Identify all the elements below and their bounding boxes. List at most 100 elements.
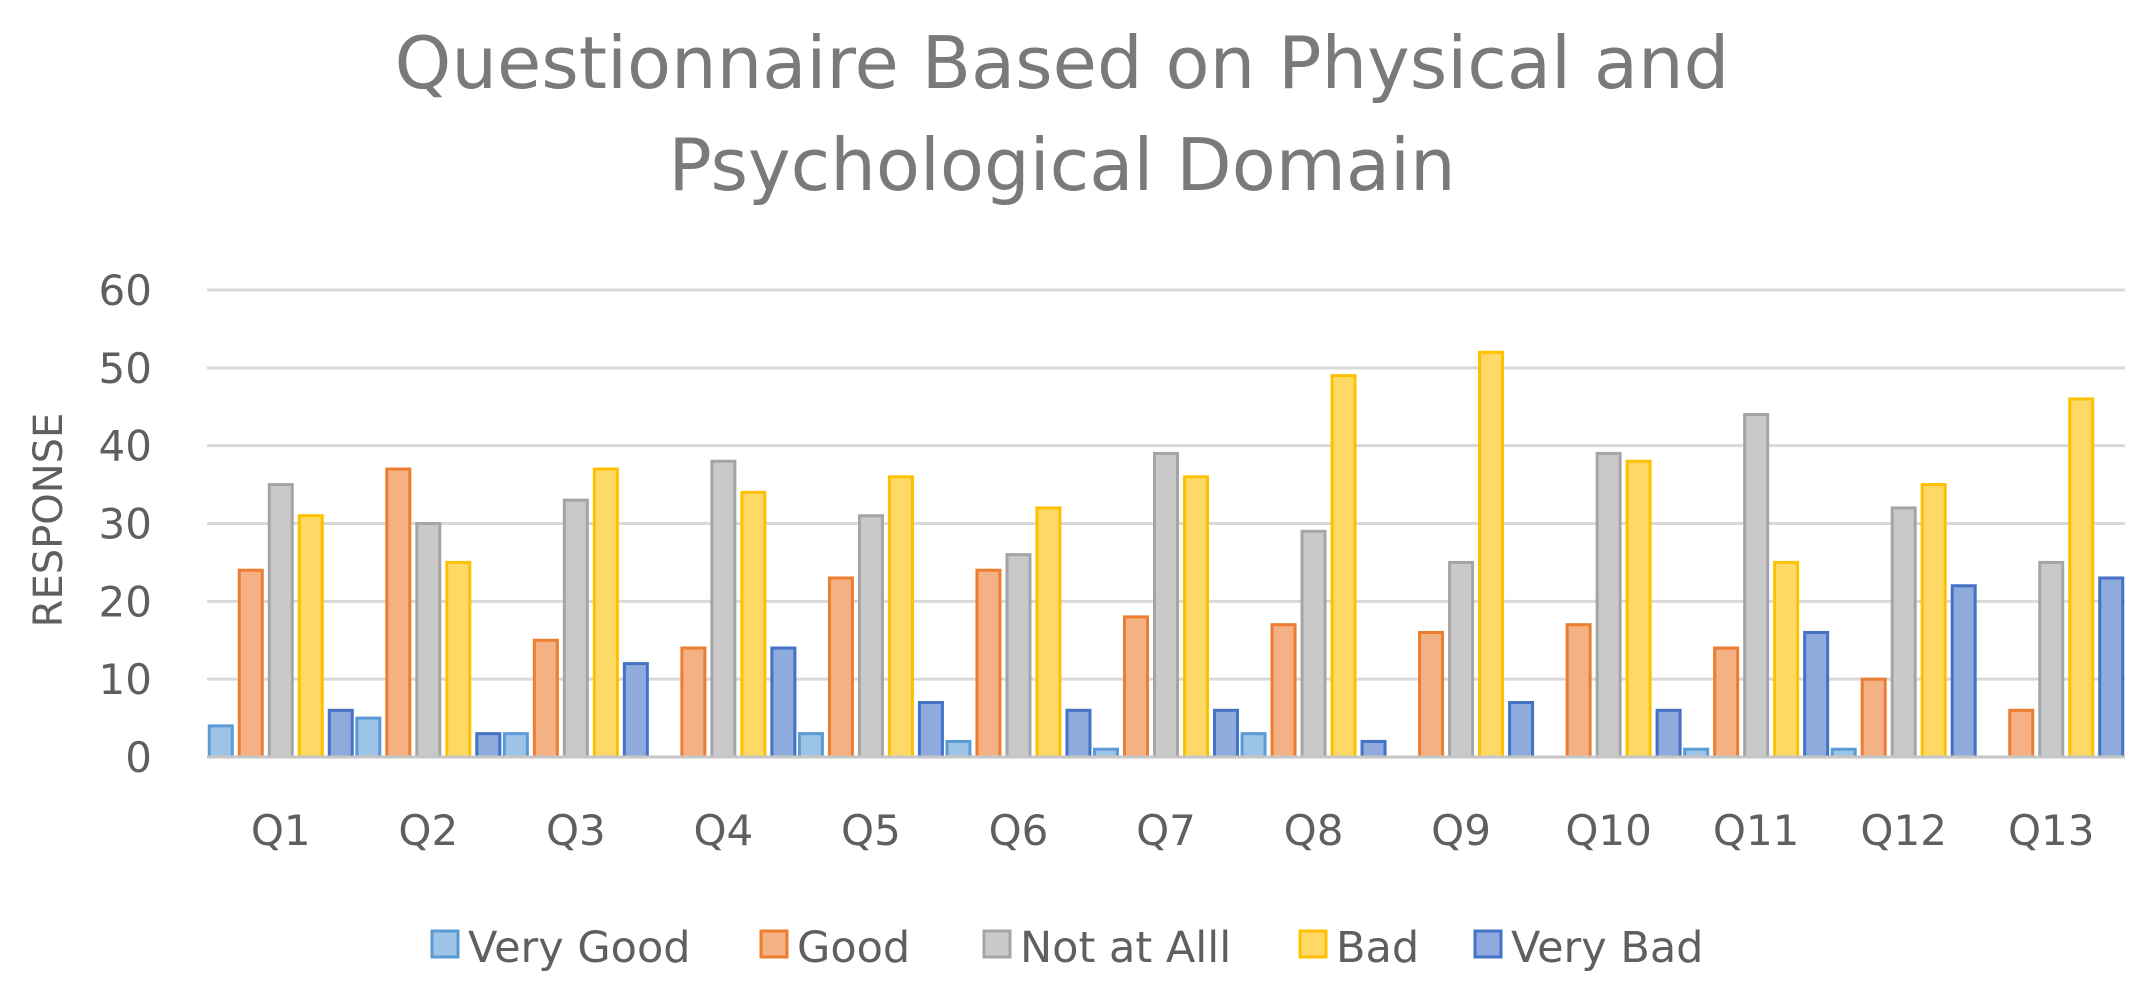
- y-tick-label: 10: [99, 655, 152, 704]
- bar-q11-bad: [1773, 560, 1800, 759]
- bar-q5-very-good: [797, 732, 824, 759]
- bar-q1-not-at-alll: [267, 483, 294, 759]
- bar-q5-good: [827, 576, 854, 759]
- bar-q1-very-bad: [327, 708, 354, 759]
- legend-swatch: [759, 929, 789, 959]
- bar-q3-bad: [592, 467, 619, 759]
- bar-q13-bad: [2068, 397, 2095, 759]
- bar-q9-bad: [1478, 350, 1505, 759]
- legend-swatch: [1473, 929, 1503, 959]
- x-tick-label: Q3: [546, 806, 606, 855]
- bar-q6-bad: [1035, 506, 1062, 759]
- bar-q7-good: [1123, 615, 1149, 759]
- bar-q5-not-at-alll: [857, 514, 884, 759]
- bar-q2-good: [385, 467, 412, 759]
- bar-q4-good: [680, 646, 707, 759]
- legend-item-good: Good: [759, 923, 910, 973]
- bar-q12-bad: [1920, 483, 1947, 759]
- x-tick-label: Q7: [1136, 806, 1196, 855]
- bar-q13-good: [2008, 708, 2035, 759]
- y-axis-title: RESPONSE: [26, 413, 72, 628]
- axes: 0 10 20 30 40 50 60 Q1 Q2 Q3 Q4 Q5 Q6 Q7 Q8 Q9 Q10 Q11 Q12…: [99, 266, 2125, 855]
- x-tick-label: Q4: [693, 806, 753, 855]
- bar-q8-good: [1270, 623, 1297, 759]
- legend-label: Very Bad: [1511, 923, 1703, 973]
- bar-q3-good: [532, 638, 559, 759]
- x-tick-label: Q12: [1860, 806, 1947, 855]
- bar-q11-not-at-alll: [1743, 413, 1770, 759]
- legend-item-very-bad: Very Bad: [1473, 923, 1703, 973]
- bar-q1-good: [237, 568, 264, 759]
- bar-q4-not-at-alll: [710, 459, 737, 759]
- bar-q3-not-at-alll: [562, 498, 589, 759]
- bar-q4-bad: [740, 490, 767, 759]
- bar-q10-very-bad: [1655, 708, 1682, 759]
- x-tick-label: Q2: [398, 806, 458, 855]
- x-tick-label: Q13: [2008, 806, 2095, 855]
- bar-q11-very-bad: [1803, 630, 1830, 759]
- bar-q7-very-bad: [1213, 708, 1239, 759]
- bar-q10-not-at-alll: [1595, 451, 1622, 759]
- y-tick-label: 40: [99, 422, 152, 471]
- chart-title-line-1: Questionnaire Based on Physical and: [395, 21, 1730, 105]
- legend: Very Good Good Not at Alll Bad Very Bad: [430, 923, 1703, 973]
- bar-q2-bad: [445, 560, 472, 759]
- bar-q5-very-bad: [917, 701, 944, 759]
- bar-q12-not-at-alll: [1890, 506, 1917, 759]
- bar-q3-very-good: [502, 732, 529, 759]
- x-tick-label: Q5: [841, 806, 901, 855]
- bar-q1-bad: [297, 514, 324, 759]
- legend-swatch: [430, 929, 460, 959]
- y-tick-label: 0: [125, 733, 152, 782]
- bar-q12-good: [1860, 677, 1887, 759]
- legend-label: Very Good: [468, 923, 691, 973]
- x-tick-label: Q1: [251, 806, 311, 855]
- bar-q7-not-at-alll: [1153, 451, 1179, 759]
- x-tick-label: Q9: [1431, 806, 1491, 855]
- bar-q8-bad: [1330, 374, 1357, 759]
- chart-title-line-2: Psychological Domain: [668, 123, 1455, 207]
- bar-q1-very-good: [207, 724, 234, 759]
- bar-q13-not-at-alll: [2038, 560, 2065, 759]
- bar-q6-very-bad: [1065, 708, 1092, 759]
- bar-q10-bad: [1625, 459, 1652, 759]
- y-tick-label: 30: [99, 500, 152, 549]
- bar-q6-not-at-alll: [1005, 553, 1032, 759]
- bar-q11-good: [1713, 646, 1740, 759]
- x-tick-label: Q10: [1565, 806, 1652, 855]
- bar-q13-very-bad: [2098, 576, 2125, 759]
- bar-q9-very-bad: [1508, 701, 1535, 759]
- bar-q4-very-bad: [770, 646, 797, 759]
- bar-q8-very-bad: [1360, 739, 1387, 759]
- bar-q6-good: [975, 568, 1002, 759]
- legend-swatch: [982, 929, 1012, 959]
- legend-label: Good: [797, 923, 910, 973]
- bar-q10-good: [1565, 623, 1592, 759]
- bar-q8-very-good: [1240, 732, 1267, 759]
- bar-q7-bad: [1183, 475, 1209, 759]
- bars: [207, 350, 2125, 759]
- legend-swatch: [1298, 929, 1328, 959]
- bar-q2-very-good: [355, 716, 382, 759]
- bar-q8-not-at-alll: [1300, 529, 1327, 759]
- y-tick-label: 20: [99, 577, 152, 626]
- bar-q12-very-bad: [1950, 584, 1977, 759]
- x-tick-label: Q11: [1713, 806, 1800, 855]
- legend-label: Bad: [1336, 923, 1419, 973]
- x-tick-label: Q6: [989, 806, 1049, 855]
- bar-q9-good: [1418, 630, 1445, 759]
- legend-item-bad: Bad: [1298, 923, 1419, 973]
- bar-q6-very-good: [945, 739, 972, 759]
- y-tick-label: 60: [99, 266, 152, 315]
- bar-q2-very-bad: [475, 732, 502, 759]
- legend-item-not-at-alll: Not at Alll: [982, 923, 1231, 973]
- bar-q9-not-at-alll: [1448, 560, 1475, 759]
- bar-q2-not-at-alll: [415, 522, 442, 759]
- bar-q3-very-bad: [622, 662, 649, 759]
- legend-item-very-good: Very Good: [430, 923, 691, 973]
- legend-label: Not at Alll: [1020, 923, 1231, 973]
- y-tick-label: 50: [99, 344, 152, 393]
- bar-q5-bad: [887, 475, 914, 759]
- x-tick-label: Q8: [1284, 806, 1344, 855]
